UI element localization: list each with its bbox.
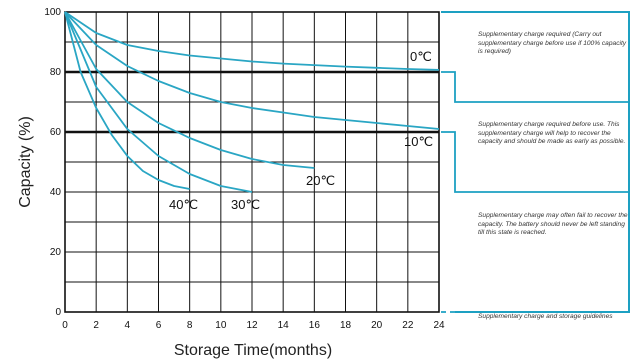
y-tick-label: 100	[44, 7, 61, 18]
band-step-40	[441, 131, 629, 193]
x-tick-label: 14	[278, 320, 290, 331]
curve-label-10c: 10℃	[404, 134, 433, 149]
curves	[64, 11, 440, 193]
y-tick-label: 0	[55, 307, 61, 318]
grid	[64, 11, 440, 313]
x-tick-label: 10	[215, 320, 227, 331]
series-line	[64, 11, 315, 169]
x-tick-label: 0	[62, 320, 68, 331]
x-tick-label: 18	[340, 320, 352, 331]
plot-frame	[64, 11, 440, 313]
annotation-note-1: Supplementary charge required (Carry out…	[478, 31, 627, 56]
y-tick-label: 60	[50, 127, 62, 138]
curve-label-30c: 30℃	[231, 197, 260, 212]
y-tick-label: 40	[50, 187, 62, 198]
band-step-80	[441, 71, 629, 103]
curve-label-40c: 40℃	[169, 197, 198, 212]
y-tick-label: 20	[50, 247, 62, 258]
x-tick-label: 24	[433, 320, 445, 331]
x-tick-label: 2	[93, 320, 99, 331]
annotation-note-4: Supplementary charge and storage guideli…	[478, 313, 613, 320]
x-tick-label: 4	[125, 320, 131, 331]
series-line	[64, 11, 440, 71]
curve-label-0c: 0℃	[410, 49, 432, 64]
x-tick-label: 20	[371, 320, 383, 331]
series-line	[64, 11, 253, 193]
curve-label-20c: 20℃	[306, 173, 335, 188]
x-tick-label: 16	[309, 320, 321, 331]
y-tick-label: 80	[50, 67, 62, 78]
annotation-note-2: Supplementary charge required before use…	[478, 121, 626, 146]
threshold-lines	[65, 70, 439, 134]
series-line	[64, 11, 190, 190]
x-axis-label: Storage Time(months)	[174, 342, 332, 359]
y-axis-label: Capacity (%)	[17, 116, 34, 208]
annotation-note-3: Supplementary charge may often fail to r…	[478, 212, 628, 237]
annotation-band	[441, 11, 630, 313]
x-tick-label: 8	[187, 320, 193, 331]
series-line	[64, 11, 440, 130]
x-tick-label: 6	[156, 320, 162, 331]
x-tick-label: 12	[246, 320, 258, 331]
x-tick-label: 22	[402, 320, 414, 331]
